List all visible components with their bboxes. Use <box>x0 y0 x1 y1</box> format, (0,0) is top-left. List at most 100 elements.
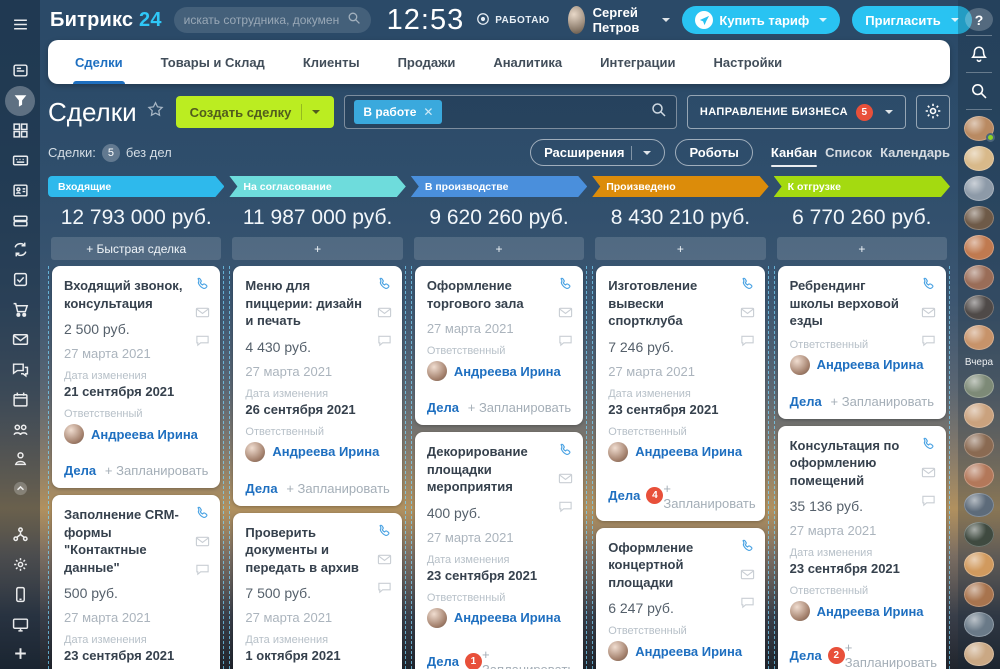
tab-Товары и Склад[interactable]: Товары и Склад <box>160 54 265 70</box>
work-status[interactable]: РАБОТАЮ <box>476 12 550 29</box>
recent-contact-avatar[interactable] <box>964 462 994 488</box>
recent-contact-avatar[interactable] <box>964 116 995 143</box>
deals-link[interactable]: Дела 4 <box>608 487 664 505</box>
deal-card[interactable]: Консультация по оформлению помещений 35 … <box>777 425 947 669</box>
mail-icon[interactable] <box>377 305 392 325</box>
chat-icon[interactable] <box>740 595 755 615</box>
recent-contact-avatar[interactable] <box>964 582 994 607</box>
automation-icon[interactable] <box>0 235 40 265</box>
phone-icon[interactable] <box>740 539 755 559</box>
column-header[interactable]: Входящие <box>48 176 224 197</box>
responsible-name-link[interactable]: Андреева Ирина <box>816 357 924 373</box>
calendar-icon[interactable] <box>0 384 40 414</box>
recent-contact-avatar[interactable] <box>964 265 994 290</box>
global-search-input[interactable] <box>183 13 339 27</box>
chat-icon[interactable] <box>921 333 936 353</box>
responsible-name-link[interactable]: Андреева Ирина <box>91 426 198 442</box>
schedule-link[interactable]: + Запланировать <box>830 393 935 409</box>
deals-link[interactable]: Дела <box>64 463 97 479</box>
recent-contact-avatar[interactable] <box>964 373 994 399</box>
chat-icon[interactable] <box>740 333 755 353</box>
chat-icon[interactable] <box>195 333 210 353</box>
column-header[interactable]: К отгрузке <box>774 176 950 197</box>
deal-title[interactable]: Проверить документы и передать в архив <box>245 524 359 575</box>
mobile-icon[interactable] <box>0 579 40 609</box>
board-settings-button[interactable] <box>916 95 950 129</box>
chat-icon[interactable] <box>558 499 573 519</box>
responsible-name-link[interactable]: Андреева Ирина <box>816 603 924 619</box>
user-menu[interactable]: Сергей Петров <box>567 5 671 35</box>
chat-icon[interactable] <box>377 580 392 600</box>
drive-icon[interactable] <box>0 205 40 235</box>
recent-contact-avatar[interactable] <box>964 295 994 320</box>
tab-Сделки[interactable]: Сделки <box>56 40 142 84</box>
mail-icon[interactable] <box>195 534 210 554</box>
schedule-link[interactable]: + Запланировать <box>663 480 756 511</box>
deal-card[interactable]: Проверить документы и передать в архив 7… <box>233 512 402 669</box>
feed-icon[interactable] <box>0 56 40 86</box>
recent-contact-avatar[interactable] <box>964 492 994 518</box>
tab-Интеграции[interactable]: Интеграции <box>600 54 676 70</box>
deal-card[interactable]: Оформление концертной площадки 6 247 руб… <box>596 527 765 669</box>
contacts-icon[interactable] <box>0 175 40 205</box>
deal-card[interactable]: Декорирование площадки мероприятия 400 р… <box>414 432 584 669</box>
phone-icon[interactable] <box>377 524 392 544</box>
sidebar-search-button[interactable] <box>958 77 1000 105</box>
invite-button[interactable]: Пригласить <box>852 6 972 34</box>
deals-link[interactable]: Дела <box>426 400 459 416</box>
recent-contact-avatar[interactable] <box>964 611 994 637</box>
schedule-link[interactable]: + Запланировать <box>286 480 390 496</box>
mail-icon[interactable] <box>921 465 936 485</box>
recent-contact-avatar[interactable] <box>964 205 994 231</box>
recent-contact-avatar[interactable] <box>964 641 994 667</box>
clock[interactable]: 12:53 <box>386 3 465 36</box>
desktop-icon[interactable] <box>0 609 40 639</box>
responsible-name-link[interactable]: Андреева Ирина <box>453 363 561 379</box>
mail-icon[interactable] <box>195 305 210 325</box>
sitemap-icon[interactable] <box>0 520 40 550</box>
deals-link[interactable]: Дела 1 <box>427 653 482 669</box>
crm-funnel-icon[interactable] <box>0 85 40 116</box>
filter-tag[interactable]: В работе ✕ <box>354 100 443 124</box>
deal-card[interactable]: Меню для пиццерии: дизайн и печать 4 430… <box>233 266 402 506</box>
responsible-name-link[interactable]: Андреева Ирина <box>635 444 743 460</box>
person-icon[interactable] <box>0 444 40 474</box>
tab-Клиенты[interactable]: Клиенты <box>302 54 360 70</box>
chat-icon[interactable] <box>921 493 936 513</box>
deal-title[interactable]: Консультация по оформлению помещений <box>789 437 900 488</box>
mail-icon[interactable] <box>558 305 573 325</box>
column-header[interactable]: Произведено <box>592 176 768 197</box>
schedule-link[interactable]: + Запланировать <box>844 640 938 669</box>
extensions-button[interactable]: Расширения <box>530 139 666 166</box>
recent-contact-avatar[interactable] <box>964 433 994 458</box>
chat-icon[interactable] <box>377 333 392 353</box>
deal-card[interactable]: Входящий звонок, консультация 2 500 руб.… <box>52 266 221 489</box>
mail-icon[interactable] <box>921 305 936 325</box>
tasks-icon[interactable] <box>0 265 40 295</box>
mail-icon[interactable] <box>740 567 755 587</box>
phone-icon[interactable] <box>558 443 573 463</box>
deal-card[interactable]: Заполнение CRM-формы "Контактные данные"… <box>52 495 221 669</box>
deal-title[interactable]: Оформление торгового зала <box>426 278 524 311</box>
phone-icon[interactable] <box>558 277 573 297</box>
view-Канбан[interactable]: Канбан <box>771 145 817 164</box>
phone-icon[interactable] <box>921 437 936 457</box>
tab-Настройки[interactable]: Настройки <box>713 54 783 70</box>
chat-icon[interactable] <box>558 333 573 353</box>
notifications-button[interactable] <box>958 40 1000 68</box>
recent-contact-avatar[interactable] <box>964 324 994 350</box>
help-button[interactable]: ? <box>965 8 993 32</box>
favorite-star-icon[interactable] <box>147 101 164 123</box>
phone-icon[interactable] <box>195 277 210 297</box>
mail-icon[interactable] <box>0 325 40 355</box>
phone-icon[interactable] <box>195 506 210 526</box>
groups-icon[interactable] <box>0 414 40 444</box>
schedule-link[interactable]: + Запланировать <box>467 400 572 416</box>
recent-contact-avatar[interactable] <box>964 175 994 201</box>
global-search[interactable] <box>173 7 371 33</box>
phone-icon[interactable] <box>377 277 392 297</box>
chat-icon[interactable] <box>0 354 40 384</box>
robots-button[interactable]: Роботы <box>675 139 753 166</box>
deal-card[interactable]: Изготовление вывески спортклуба 7 246 ру… <box>596 266 765 521</box>
remove-filter-icon[interactable]: ✕ <box>423 105 434 119</box>
